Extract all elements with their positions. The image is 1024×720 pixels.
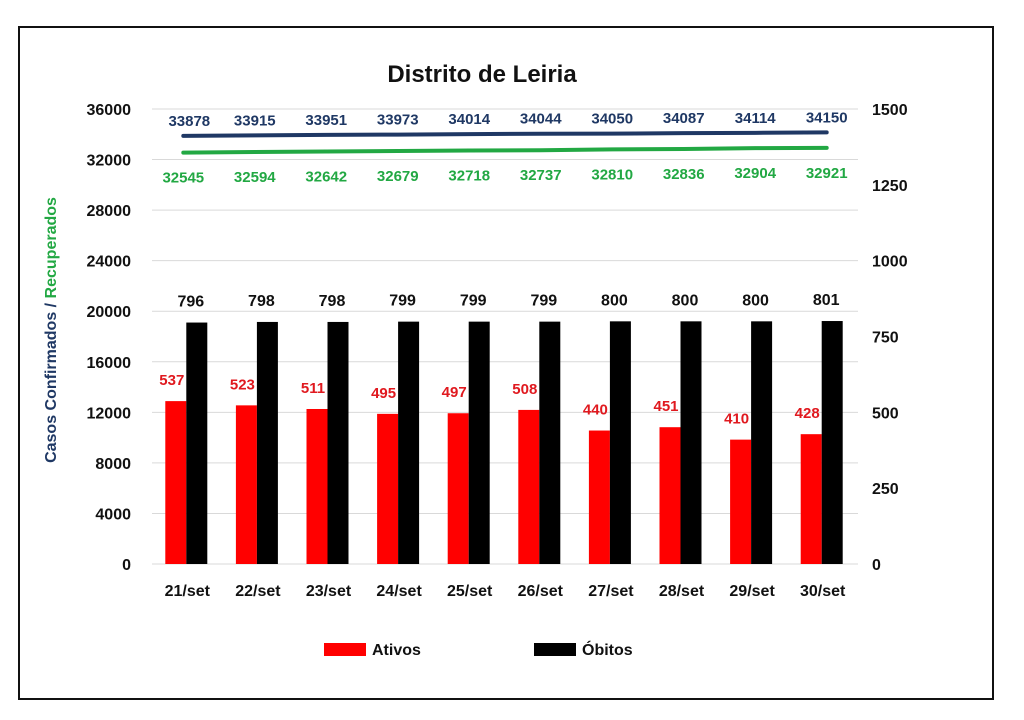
- bar-obitos: [256, 321, 278, 564]
- data-label-confirmados: 33915: [234, 112, 276, 129]
- y-axis-label: Casos Confirmados / Recuperados: [43, 197, 60, 463]
- data-label-ativos: 497: [442, 384, 467, 401]
- data-label-recuperados: 32545: [162, 170, 204, 187]
- y-right-tick-label: 1000: [872, 254, 908, 271]
- bar-ativos: [659, 427, 681, 564]
- data-label-ativos: 451: [653, 398, 678, 415]
- bar-ativos: [165, 401, 187, 564]
- data-label-recuperados: 32594: [234, 169, 276, 186]
- y-left-tick-label: 8000: [95, 456, 131, 473]
- y-left-tick-label: 12000: [87, 405, 132, 422]
- data-label-confirmados: 33951: [305, 112, 347, 129]
- y-left-tick-label: 0: [122, 557, 131, 574]
- data-label-confirmados: 33973: [377, 112, 419, 129]
- data-label-obitos: 800: [672, 292, 699, 309]
- y-right-tick-label: 1250: [872, 178, 908, 195]
- bar-ativos: [306, 408, 328, 564]
- bar-ativos: [730, 439, 752, 564]
- data-label-obitos: 801: [813, 292, 840, 309]
- bar-obitos: [751, 321, 773, 564]
- bar-obitos: [609, 321, 631, 564]
- y-left-tick-label: 20000: [87, 304, 132, 321]
- data-label-confirmados: 34050: [591, 111, 633, 128]
- bar-obitos: [327, 321, 349, 564]
- data-label-confirmados: 34044: [520, 111, 562, 128]
- y-right-tick-label: 0: [872, 557, 881, 574]
- data-label-confirmados: 34087: [663, 110, 705, 127]
- x-tick-label: 24/set: [376, 583, 422, 600]
- data-label-recuperados: 32836: [663, 166, 705, 183]
- x-tick-label: 27/set: [588, 583, 634, 600]
- x-tick-label: 22/set: [235, 583, 281, 600]
- bar-obitos: [539, 321, 561, 564]
- data-label-ativos: 508: [512, 381, 537, 398]
- y-right-tick-label: 750: [872, 330, 899, 347]
- y-left-tick-label: 36000: [87, 102, 132, 119]
- data-label-ativos: 440: [583, 402, 608, 419]
- chart-title: Distrito de Leiria: [387, 61, 577, 88]
- data-label-obitos: 800: [742, 292, 769, 309]
- data-label-ativos: 537: [159, 372, 184, 389]
- data-label-recuperados: 32642: [305, 168, 347, 185]
- legend-label-obitos: Óbitos: [582, 640, 633, 659]
- data-label-ativos: 523: [230, 376, 255, 393]
- x-tick-label: 28/set: [659, 583, 705, 600]
- x-tick-label: 21/set: [165, 583, 211, 600]
- data-label-obitos: 798: [319, 293, 346, 310]
- y-left-tick-label: 32000: [87, 153, 132, 170]
- data-label-obitos: 799: [389, 293, 416, 310]
- y-left-tick-label: 4000: [95, 506, 131, 523]
- y-left-tick-label: 28000: [87, 203, 132, 220]
- bar-ativos: [377, 413, 399, 564]
- data-label-recuperados: 32810: [591, 166, 633, 183]
- data-label-obitos: 800: [601, 292, 628, 309]
- data-label-recuperados: 32921: [806, 165, 848, 182]
- bar-obitos: [821, 321, 843, 564]
- legend-swatch-ativos: [324, 643, 366, 656]
- data-label-recuperados: 32718: [448, 167, 490, 184]
- data-label-obitos: 799: [530, 293, 557, 310]
- data-label-ativos: 410: [724, 411, 749, 428]
- data-label-confirmados: 34014: [448, 111, 490, 128]
- x-tick-label: 30/set: [800, 583, 846, 600]
- data-label-obitos: 798: [248, 293, 275, 310]
- x-tick-label: 25/set: [447, 583, 493, 600]
- bar-obitos: [398, 321, 420, 564]
- data-label-confirmados: 34150: [806, 109, 848, 126]
- bar-ativos: [800, 434, 822, 564]
- bar-obitos: [680, 321, 702, 564]
- bar-obitos: [468, 321, 490, 564]
- data-label-recuperados: 32737: [520, 167, 562, 184]
- data-label-ativos: 511: [301, 380, 325, 397]
- y-axis-label-part: Casos Confirmados: [43, 312, 60, 463]
- data-label-ativos: 495: [371, 385, 396, 402]
- data-label-ativos: 428: [795, 405, 820, 422]
- data-label-recuperados: 32679: [377, 168, 419, 185]
- data-label-obitos: 796: [177, 294, 204, 311]
- data-label-confirmados: 33878: [168, 113, 210, 130]
- bar-obitos: [186, 322, 208, 564]
- bar-ativos: [447, 413, 469, 564]
- data-label-confirmados: 34114: [735, 110, 777, 127]
- y-left-tick-label: 16000: [87, 355, 132, 372]
- y-axis-label-part: /: [43, 298, 60, 311]
- bar-ativos: [235, 405, 257, 564]
- y-left-tick-label: 24000: [87, 254, 132, 271]
- bar-ativos: [588, 430, 610, 564]
- x-tick-label: 26/set: [518, 583, 564, 600]
- y-right-tick-label: 250: [872, 481, 899, 498]
- bar-ativos: [518, 409, 540, 564]
- y-axis-label-part: Recuperados: [43, 197, 60, 298]
- data-label-obitos: 799: [460, 293, 487, 310]
- legend-swatch-obitos: [534, 643, 576, 656]
- x-tick-label: 29/set: [729, 583, 775, 600]
- y-right-tick-label: 1500: [872, 102, 908, 119]
- line-confirmados: [181, 130, 829, 138]
- line-recuperados: [181, 145, 829, 155]
- legend-label-ativos: Ativos: [372, 642, 421, 659]
- data-label-recuperados: 32904: [734, 165, 776, 182]
- y-right-tick-label: 500: [872, 405, 899, 422]
- x-tick-label: 23/set: [306, 583, 352, 600]
